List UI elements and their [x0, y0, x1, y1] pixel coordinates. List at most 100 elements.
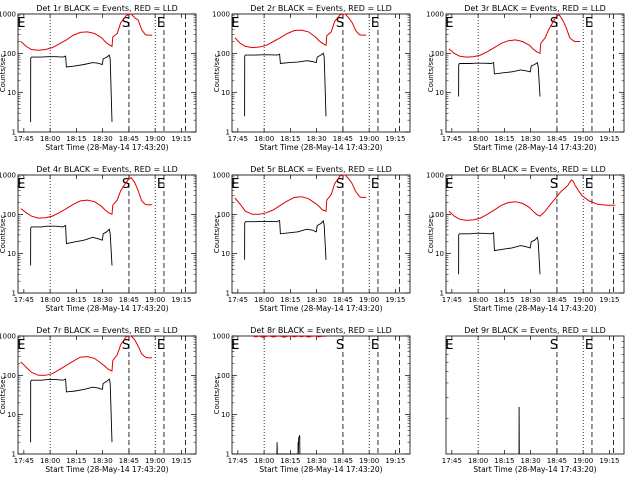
x-tick-label: 19:15: [171, 135, 191, 143]
y-tick-label: 1000: [212, 11, 230, 19]
x-tick-label: 19:00: [145, 296, 165, 304]
marker-label: S: [550, 16, 558, 31]
y-tick-label: 1: [440, 290, 444, 298]
plot-frame: [231, 13, 411, 133]
y-axis-label: Counts/sec: [427, 215, 435, 254]
series-lld: [448, 179, 616, 221]
marker-label: E: [445, 16, 453, 31]
y-tick-label: 10: [221, 250, 230, 258]
series-events: [30, 378, 113, 443]
panel-title: Det 2r BLACK = Events, RED = LLD: [250, 4, 392, 13]
x-tick-label: 18:15: [66, 457, 86, 465]
x-tick-label: 19:00: [145, 457, 165, 465]
panel-det-3: Det 3r BLACK = Events, RED = LLD 1 10 100 10…: [426, 4, 625, 152]
panel-title: Det 5r BLACK = Events, RED = LLD: [250, 165, 392, 174]
x-tick-label: 18:00: [254, 457, 274, 465]
series-events: [30, 54, 113, 123]
series-events: [30, 224, 113, 266]
panel-title: Det 9r BLACK = Events, RED = LLD: [464, 326, 606, 335]
marker-label: E: [157, 177, 165, 192]
series-events: [458, 61, 541, 97]
x-tick-label: 18:30: [307, 296, 327, 304]
plot-frame: [231, 335, 411, 455]
x-tick-label: 18:00: [254, 296, 274, 304]
panel-det-5: Det 5r BLACK = Events, RED = LLD 1 10 100 10…: [212, 165, 411, 313]
y-tick-label: 100: [3, 50, 16, 58]
x-tick-label: 18:00: [254, 135, 274, 143]
marker-label: E: [371, 16, 379, 31]
series-events: [276, 435, 301, 455]
x-tick-label: 18:45: [119, 296, 139, 304]
marker-label: E: [585, 16, 593, 31]
y-tick-label: 1: [12, 129, 16, 137]
plot-frame: [445, 13, 625, 133]
x-tick-label: 18:00: [40, 296, 60, 304]
panel-title: Det 6r BLACK = Events, RED = LLD: [464, 165, 606, 174]
panel-title: Det 3r BLACK = Events, RED = LLD: [464, 4, 606, 13]
panel-det-1: Det 1r BLACK = Events, RED = LLD 1 10 100 10…: [0, 4, 197, 152]
x-tick-label: 18:30: [93, 296, 113, 304]
x-axis-label: Start Time (28-May-14 17:43:20): [473, 465, 596, 474]
x-tick-label: 18:15: [494, 135, 514, 143]
y-tick-label: 100: [3, 211, 16, 219]
y-tick-label: 100: [3, 372, 16, 380]
x-tick-label: 17:45: [442, 457, 462, 465]
series-lld: [448, 14, 581, 58]
marker-label: E: [585, 338, 593, 353]
y-tick-label: 1000: [426, 172, 444, 180]
x-tick-label: 18:30: [93, 457, 113, 465]
x-axis-label: Start Time (28-May-14 17:43:20): [45, 465, 168, 474]
x-tick-label: 18:30: [307, 457, 327, 465]
x-tick-label: 19:15: [385, 296, 405, 304]
marker-label: S: [122, 177, 130, 192]
x-axis-label: Start Time (28-May-14 17:43:20): [259, 304, 382, 313]
plot-frame: [231, 174, 411, 294]
marker-label: E: [17, 338, 25, 353]
x-tick-label: 17:45: [14, 296, 34, 304]
series-lld: [234, 174, 367, 215]
x-tick-label: 19:15: [599, 135, 619, 143]
panel-title: Det 1r BLACK = Events, RED = LLD: [36, 4, 178, 13]
x-tick-label: 18:15: [66, 296, 86, 304]
x-tick-label: 18:45: [333, 457, 353, 465]
x-tick-label: 19:15: [385, 135, 405, 143]
x-tick-label: 19:00: [573, 457, 593, 465]
x-tick-label: 19:00: [359, 457, 379, 465]
x-tick-label: 18:30: [521, 135, 541, 143]
y-axis-label: Counts/sec: [0, 376, 7, 415]
panel-title: Det 7r BLACK = Events, RED = LLD: [36, 326, 178, 335]
y-tick-label: 1000: [0, 11, 16, 19]
y-tick-label: 10: [435, 250, 444, 258]
y-tick-label: 100: [431, 50, 444, 58]
panel-title: Det 4r BLACK = Events, RED = LLD: [36, 165, 178, 174]
y-tick-label: 100: [217, 50, 230, 58]
x-tick-label: 17:45: [14, 457, 34, 465]
x-tick-label: 19:00: [145, 135, 165, 143]
x-tick-label: 18:15: [280, 457, 300, 465]
panel-det-8: Det 8r BLACK = Events, RED = LLD 1 10 100 10…: [212, 326, 411, 474]
x-axis-label: Start Time (28-May-14 17:43:20): [259, 143, 382, 152]
x-tick-label: 18:30: [521, 296, 541, 304]
x-tick-label: 17:45: [442, 296, 462, 304]
marker-label: S: [122, 338, 130, 353]
marker-label: E: [445, 177, 453, 192]
x-tick-label: 19:00: [359, 296, 379, 304]
y-tick-label: 1: [12, 290, 16, 298]
x-tick-label: 18:00: [468, 135, 488, 143]
y-tick-label: 10: [435, 89, 444, 97]
marker-label: E: [585, 177, 593, 192]
panel-det-6: Det 6r BLACK = Events, RED = LLD 1 10 100 10…: [426, 165, 625, 313]
x-tick-label: 17:45: [228, 457, 248, 465]
plot-frame: [17, 13, 197, 133]
y-tick-label: 1: [226, 129, 230, 137]
x-tick-label: 18:15: [494, 296, 514, 304]
x-tick-label: 18:00: [468, 296, 488, 304]
x-axis-label: Start Time (28-May-14 17:43:20): [259, 465, 382, 474]
marker-label: S: [336, 177, 344, 192]
series-lld: [20, 177, 153, 219]
y-tick-label: 1: [12, 451, 16, 459]
y-tick-label: 10: [7, 89, 16, 97]
marker-label: E: [17, 177, 25, 192]
marker-label: E: [371, 177, 379, 192]
